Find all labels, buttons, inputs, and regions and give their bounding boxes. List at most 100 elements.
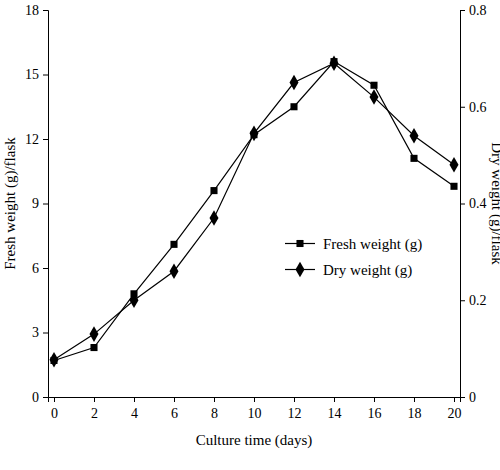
- legend-marker: [296, 240, 303, 247]
- tick: 2: [91, 397, 98, 421]
- tick: 14: [328, 397, 342, 421]
- tick: 0: [460, 390, 476, 405]
- x-axis-title: Culture time (days): [196, 432, 313, 449]
- marker: [250, 126, 259, 142]
- marker: [370, 82, 377, 89]
- tick-mark: [43, 139, 48, 140]
- tick-label: 9: [32, 196, 39, 211]
- legend-marker: [296, 262, 305, 278]
- tick-label: 18: [25, 3, 39, 18]
- tick-mark: [174, 397, 175, 402]
- y2-axis-line: [461, 11, 466, 398]
- x-axis-line: [49, 398, 461, 403]
- tick-mark: [460, 204, 465, 205]
- tick-mark: [460, 397, 465, 398]
- tick-label: 8: [211, 406, 218, 421]
- tick-label: 18: [408, 406, 422, 421]
- marker: [170, 241, 177, 248]
- legend-label: Dry weight (g): [323, 262, 412, 279]
- y-axis-title: Fresh weight (g)/flask: [2, 137, 19, 270]
- tick-mark: [460, 10, 465, 11]
- tick-label: 0.2: [469, 293, 487, 308]
- tick-mark: [134, 397, 135, 402]
- tick-mark: [54, 397, 55, 402]
- tick-label: 0: [51, 406, 58, 421]
- tick-mark: [460, 107, 465, 108]
- x-axis: 0 2 4 6 8 10 12 14 16 18 20: [49, 397, 462, 421]
- tick-label: 3: [32, 325, 39, 340]
- tick-label: 20: [448, 406, 462, 421]
- tick-mark: [43, 10, 48, 11]
- marker: [410, 155, 417, 162]
- marks: [50, 55, 459, 367]
- tick-mark: [414, 397, 415, 402]
- tick-label: 6: [32, 261, 39, 276]
- marker: [170, 263, 179, 279]
- marker: [290, 103, 297, 110]
- marker: [50, 352, 59, 368]
- plot: 0 2 4 6 8 10 12 14 16 18 20 0 3 6 9 12 15 18 0 0.2 0.4 0.6 0.8…: [25, 3, 487, 421]
- tick: 6: [171, 397, 178, 421]
- tick: 18: [25, 3, 48, 18]
- series-line: [54, 63, 454, 360]
- series-line: [54, 62, 454, 361]
- tick: 0.6: [460, 100, 487, 115]
- tick: 4: [131, 397, 138, 421]
- tick-label: 12: [288, 406, 302, 421]
- tick-label: 4: [131, 406, 138, 421]
- tick-mark: [43, 75, 48, 76]
- tick: 20: [448, 397, 462, 421]
- tick: 0: [51, 397, 58, 421]
- tick-mark: [454, 397, 455, 402]
- tick: 15: [25, 67, 48, 82]
- marker: [330, 55, 339, 71]
- y2-axis: 0 0.2 0.4 0.6 0.8: [460, 3, 487, 405]
- tick: 12: [288, 397, 302, 421]
- marker: [450, 157, 459, 173]
- marker: [290, 75, 299, 91]
- tick-mark: [43, 268, 48, 269]
- legend-entry: Dry weight (g): [285, 262, 412, 279]
- tick-label: 12: [25, 132, 39, 147]
- tick-mark: [43, 397, 48, 398]
- tick: 6: [32, 261, 48, 276]
- tick-mark: [254, 397, 255, 402]
- tick: 3: [32, 325, 48, 340]
- tick-mark: [43, 204, 48, 205]
- tick: 8: [211, 397, 218, 421]
- tick: 18: [408, 397, 422, 421]
- marker: [130, 292, 139, 308]
- marker: [90, 326, 99, 342]
- marker: [210, 187, 217, 194]
- tick-mark: [294, 397, 295, 402]
- marker: [450, 183, 457, 190]
- tick: 10: [248, 397, 262, 421]
- marker: [210, 210, 219, 226]
- legend: Fresh weight (g) Dry weight (g): [285, 236, 422, 279]
- tick: 0.8: [460, 3, 487, 18]
- tick-label: 0.4: [469, 196, 487, 211]
- tick: 12: [25, 132, 48, 147]
- y-axis-line: [43, 11, 49, 398]
- tick: 16: [368, 397, 382, 421]
- tick-label: 0.6: [469, 100, 487, 115]
- tick-label: 0: [32, 390, 39, 405]
- tick: 0.4: [460, 196, 487, 211]
- marker: [90, 344, 97, 351]
- tick-mark: [460, 300, 465, 301]
- tick: 0: [32, 390, 48, 405]
- chart: 0 2 4 6 8 10 12 14 16 18 20 0 3 6 9 12 15 18 0 0.2 0.4 0.6 0.8…: [0, 0, 500, 470]
- tick-label: 2: [91, 406, 98, 421]
- tick-label: 10: [248, 406, 262, 421]
- tick-label: 16: [368, 406, 382, 421]
- tick-label: 14: [328, 406, 342, 421]
- tick-label: 0.8: [469, 3, 487, 18]
- y2-axis-title: Dry weight (g)/flask: [488, 142, 500, 265]
- tick-label: 0: [469, 390, 476, 405]
- tick-mark: [43, 333, 48, 334]
- legend-entry: Fresh weight (g): [285, 236, 422, 253]
- legend-label: Fresh weight (g): [323, 236, 422, 253]
- tick-mark: [94, 397, 95, 402]
- tick-label: 15: [25, 67, 39, 82]
- tick-mark: [334, 397, 335, 402]
